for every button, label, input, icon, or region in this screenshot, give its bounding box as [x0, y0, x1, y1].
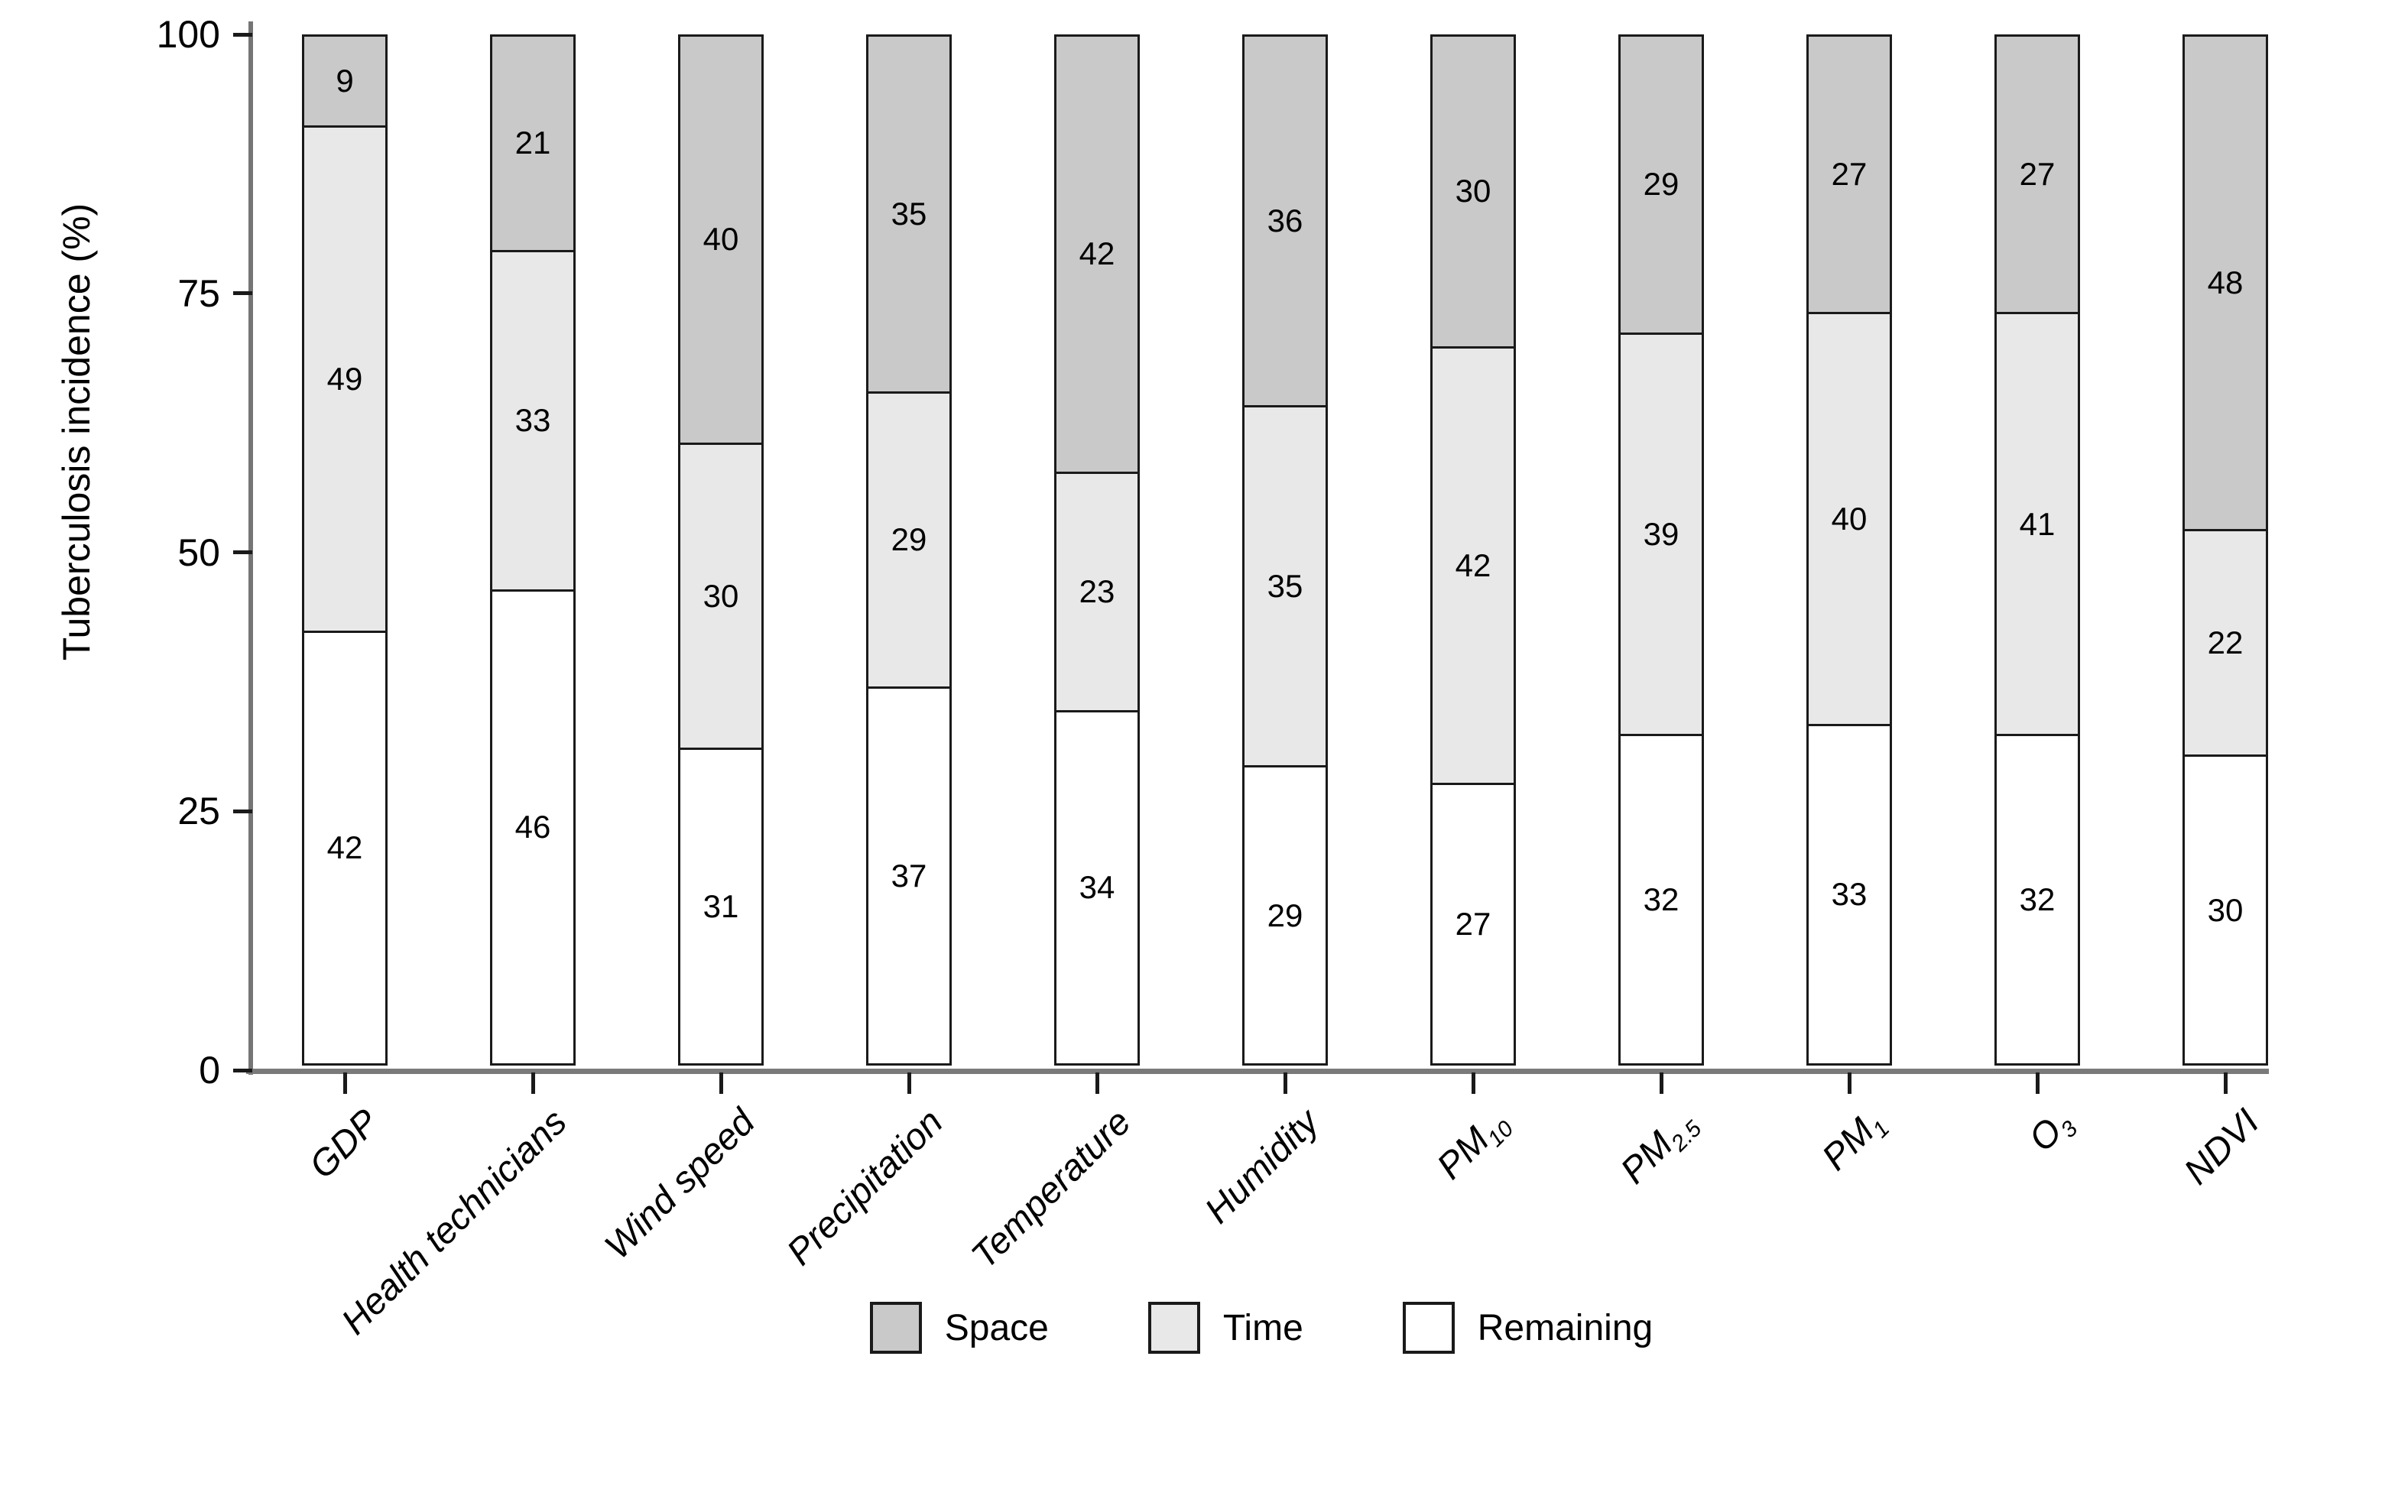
- segment-remaining-value: 27: [1430, 783, 1516, 1066]
- segment-space-value: 9: [302, 34, 388, 128]
- y-tick-label: 0: [199, 1049, 220, 1092]
- legend-item-time: Time: [1147, 1302, 1303, 1354]
- segment-remaining-value: 37: [866, 686, 952, 1066]
- x-axis-line: [246, 1069, 2269, 1074]
- legend-swatch-space: [869, 1302, 922, 1354]
- bar-pm2-5: 29 39 32: [1618, 34, 1704, 1070]
- bar-pm10: 30 42 27: [1430, 34, 1516, 1070]
- segment-space-value: 35: [866, 34, 952, 394]
- y-tick-mark: [233, 550, 252, 554]
- segment-time-value: 23: [1054, 471, 1140, 712]
- x-tick-mark: [2223, 1072, 2228, 1094]
- bar-ndvi: 48 22 30: [2182, 34, 2268, 1070]
- x-tick-mark: [907, 1072, 911, 1094]
- segment-remaining-value: 30: [2182, 754, 2268, 1066]
- segment-remaining-value: 46: [490, 589, 576, 1066]
- legend-item-space: Space: [869, 1302, 1049, 1354]
- bar-precipitation: 35 29 37: [866, 34, 952, 1070]
- bar-health-technicians: 21 33 46: [490, 34, 576, 1070]
- x-tick-mark: [342, 1072, 347, 1094]
- legend-swatch-time: [1147, 1302, 1200, 1354]
- segment-time-value: 33: [490, 249, 576, 592]
- segment-remaining-value: 29: [1242, 765, 1328, 1066]
- segment-time-value: 49: [302, 125, 388, 633]
- x-tick-mark: [719, 1072, 723, 1094]
- segment-remaining-value: 32: [1994, 734, 2080, 1066]
- segment-remaining-value: 34: [1054, 709, 1140, 1066]
- x-tick-mark: [1847, 1072, 1851, 1094]
- y-tick-mark: [233, 32, 252, 37]
- bar-o3: 27 41 32: [1994, 34, 2080, 1070]
- x-tick-mark: [1283, 1072, 1287, 1094]
- segment-space-value: 27: [1994, 34, 2080, 314]
- segment-time-value: 35: [1242, 404, 1328, 768]
- y-tick-label: 75: [177, 271, 220, 315]
- bar-gdp: 9 49 42: [302, 34, 388, 1070]
- y-axis-line: [248, 21, 253, 1075]
- segment-time-value: 39: [1618, 332, 1704, 737]
- segment-time-value: 40: [1806, 311, 1892, 726]
- legend: Space Time Remaining: [252, 1293, 2270, 1362]
- y-tick-label: 25: [177, 790, 220, 833]
- segment-remaining-value: 31: [678, 748, 764, 1066]
- segment-remaining-value: 33: [1806, 723, 1892, 1066]
- y-tick-mark: [233, 809, 252, 813]
- x-tick-mark: [1471, 1072, 1475, 1094]
- x-tick-mark: [2035, 1072, 2040, 1094]
- legend-label-remaining: Remaining: [1477, 1307, 1653, 1348]
- segment-remaining-value: 42: [302, 630, 388, 1066]
- segment-space-value: 21: [490, 34, 576, 252]
- segment-time-value: 22: [2182, 529, 2268, 758]
- segment-space-value: 42: [1054, 34, 1140, 474]
- bar-humidity: 36 35 29: [1242, 34, 1328, 1070]
- segment-space-value: 30: [1430, 34, 1516, 349]
- y-tick-label: 50: [177, 530, 220, 574]
- legend-label-space: Space: [944, 1307, 1049, 1348]
- segment-time-value: 30: [678, 442, 764, 751]
- segment-time-value: 29: [866, 391, 952, 689]
- legend-swatch-remaining: [1402, 1302, 1455, 1354]
- segment-time-value: 41: [1994, 311, 2080, 737]
- segment-space-value: 40: [678, 34, 764, 445]
- segment-space-value: 36: [1242, 34, 1328, 407]
- segment-space-value: 27: [1806, 34, 1892, 314]
- y-tick-label: 100: [156, 13, 220, 56]
- segment-remaining-value: 32: [1618, 734, 1704, 1066]
- bar-temperature: 42 23 34: [1054, 34, 1140, 1070]
- bar-wind-speed: 40 30 31: [678, 34, 764, 1070]
- segment-time-value: 42: [1430, 346, 1516, 786]
- x-tick-mark: [1095, 1072, 1099, 1094]
- y-tick-mark: [233, 291, 252, 296]
- x-tick-mark: [531, 1072, 535, 1094]
- y-axis-title: Tuberculosis incidence (%): [55, 203, 98, 661]
- segment-space-value: 29: [1618, 34, 1704, 335]
- segment-space-value: 48: [2182, 34, 2268, 532]
- legend-label-time: Time: [1222, 1307, 1303, 1348]
- y-tick-mark: [233, 1068, 252, 1072]
- x-tick-mark: [1659, 1072, 1663, 1094]
- bar-pm1: 27 40 33: [1806, 34, 1892, 1070]
- legend-item-remaining: Remaining: [1402, 1302, 1653, 1354]
